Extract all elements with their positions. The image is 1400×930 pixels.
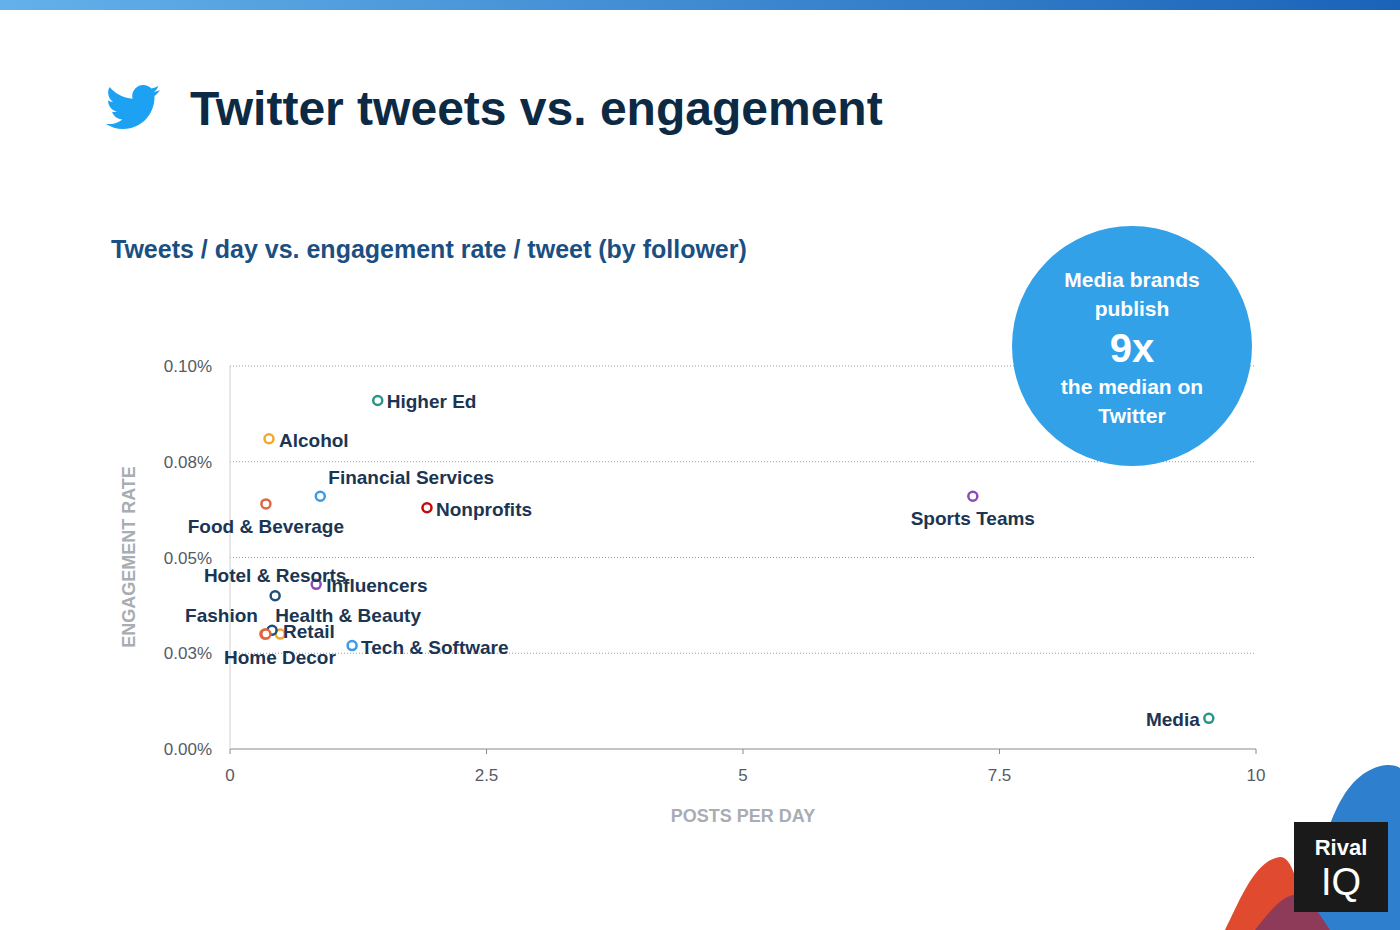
x-tick-label: 0 (225, 766, 234, 785)
point (261, 499, 270, 508)
point (422, 503, 431, 512)
y-axis-title: ENGAGEMENT RATE (119, 466, 139, 648)
title: Twitter tweets vs. engagement (190, 82, 883, 135)
point (316, 492, 325, 501)
point-label: Fashion (185, 605, 258, 626)
y-tick-label: 0.03% (164, 644, 212, 663)
point (271, 591, 280, 600)
x-tick (1256, 749, 1257, 754)
point-label: Hotel & Resorts (204, 565, 347, 586)
point-label: Retail (283, 621, 335, 642)
point-label: Home Decor (224, 647, 337, 668)
x-tick (230, 749, 231, 754)
point (264, 434, 273, 443)
x-tick-label: 5 (738, 766, 747, 785)
x-tick (743, 749, 744, 754)
annotation-bubble (1012, 226, 1252, 466)
x-tick-label: 2.5 (475, 766, 499, 785)
logo-box (1294, 822, 1388, 912)
points (260, 396, 1213, 723)
point-label: Tech & Software (361, 637, 508, 658)
point (968, 492, 977, 501)
x-tick-label: 10 (1247, 766, 1266, 785)
point-label: Higher Ed (387, 391, 477, 412)
point (348, 641, 357, 650)
y-axis-line (230, 366, 231, 749)
bird (106, 85, 160, 129)
annotation-text: the median on (1061, 375, 1203, 398)
point (373, 396, 382, 405)
y-tick-label: 0.00% (164, 740, 212, 759)
annotation-text: Twitter (1098, 404, 1165, 427)
point-label: Media (1146, 709, 1200, 730)
annotation-text: publish (1095, 297, 1170, 320)
logo-text: Rival (1315, 835, 1368, 860)
y-tick-label: 0.10% (164, 357, 212, 376)
point-label: Alcohol (279, 430, 349, 451)
x-tick (999, 749, 1000, 754)
annotation-text: 9x (1110, 326, 1155, 370)
top-bar (0, 0, 1400, 10)
point (261, 630, 270, 639)
grid-line (230, 557, 1256, 558)
point-labels: Higher Ed Alcohol Financial Services Food &… (185, 391, 1200, 730)
x-axis-title: POSTS PER DAY (671, 806, 815, 826)
twitter-icon (106, 85, 160, 129)
chart: Twitter tweets vs. engagement Tweets / da… (0, 0, 1400, 930)
subtitle: Tweets / day vs. engagement rate / tweet… (111, 235, 747, 263)
point-label: Nonprofits (436, 499, 532, 520)
y-tick-label: 0.08% (164, 453, 212, 472)
x-tick (486, 749, 487, 754)
annotation-text: Media brands (1064, 268, 1199, 291)
point-label: Financial Services (328, 467, 494, 488)
point-label: Sports Teams (911, 508, 1035, 529)
point (1204, 714, 1213, 723)
logo-text: IQ (1321, 861, 1361, 903)
point-label: Food & Beverage (188, 516, 344, 537)
x-tick-label: 7.5 (988, 766, 1012, 785)
